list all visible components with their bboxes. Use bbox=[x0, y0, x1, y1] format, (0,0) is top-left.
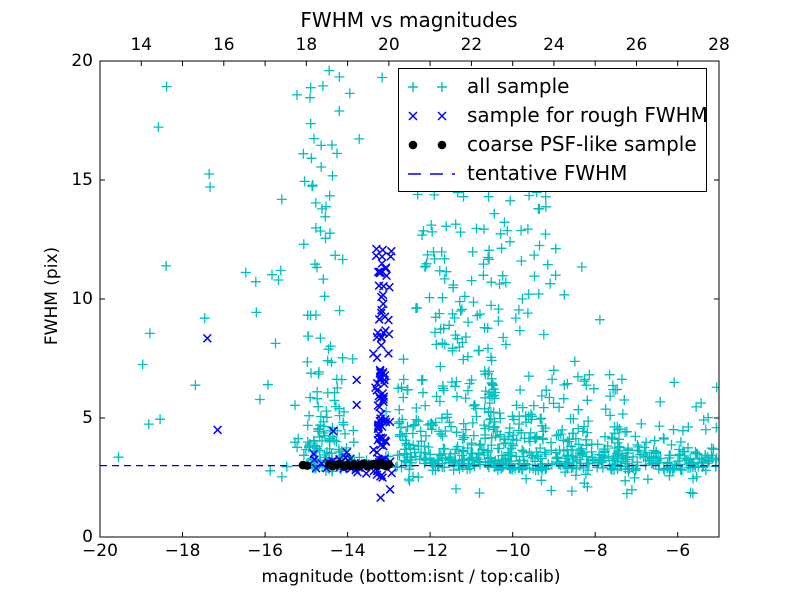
series-all-sample bbox=[113, 65, 719, 499]
x-marker-icon bbox=[399, 109, 467, 123]
x-bottom-tick-label: −6 bbox=[665, 541, 691, 561]
x-top-tick-label: 20 bbox=[378, 35, 400, 55]
x-top-tick-label: 26 bbox=[625, 35, 648, 55]
axis-ticks bbox=[99, 60, 720, 538]
legend-label: sample for rough FWHM bbox=[467, 103, 708, 127]
x-top-tick-label: 16 bbox=[212, 35, 235, 55]
x-bottom-tick-label: −8 bbox=[582, 541, 608, 561]
legend-item-rough-fwhm: sample for rough FWHM bbox=[399, 101, 708, 130]
plus-marker-icon bbox=[399, 80, 467, 94]
x-bottom-tick-label: −18 bbox=[164, 541, 201, 561]
y-tick-label: 5 bbox=[82, 408, 93, 428]
legend-label: tentative FWHM bbox=[467, 161, 628, 185]
series-rough-fwhm bbox=[202, 244, 397, 503]
x-top-tick-label: 14 bbox=[130, 35, 153, 55]
x-top-tick-label: 28 bbox=[708, 35, 730, 55]
legend-label: coarse PSF-like sample bbox=[467, 132, 697, 156]
x-top-tick-label: 22 bbox=[460, 35, 483, 55]
x-bottom-tick-label: −10 bbox=[494, 541, 531, 561]
series-coarse-psf bbox=[298, 458, 394, 471]
x-bottom-tick-label: −16 bbox=[247, 541, 284, 561]
dashed-line-icon bbox=[399, 167, 467, 181]
legend-item-tentative-fwhm: tentative FWHM bbox=[399, 159, 706, 188]
circle-marker-icon bbox=[399, 138, 467, 152]
y-tick-label: 0 bbox=[82, 527, 93, 547]
y-tick-label: 20 bbox=[71, 51, 93, 71]
x-top-tick-label: 18 bbox=[295, 35, 318, 55]
y-tick-label: 10 bbox=[71, 289, 93, 309]
y-axis-label: FWHM (pix) bbox=[42, 246, 62, 346]
legend-label: all sample bbox=[467, 74, 570, 98]
legend-item-coarse-psf: coarse PSF-like sample bbox=[399, 130, 706, 159]
y-tick-label: 15 bbox=[71, 170, 93, 190]
x-axis-label: magnitude (bottom:isnt / top:calib) bbox=[261, 567, 561, 587]
legend-item-all-sample: all sample bbox=[399, 72, 706, 101]
x-top-tick-label: 24 bbox=[543, 35, 565, 55]
x-bottom-tick-label: −20 bbox=[82, 541, 118, 561]
legend: all sample sample for rough FWHM coarse … bbox=[398, 68, 708, 192]
x-bottom-tick-label: −12 bbox=[412, 541, 449, 561]
x-bottom-tick-label: −14 bbox=[329, 541, 366, 561]
chart-title: FWHM vs magnitudes bbox=[300, 8, 518, 32]
